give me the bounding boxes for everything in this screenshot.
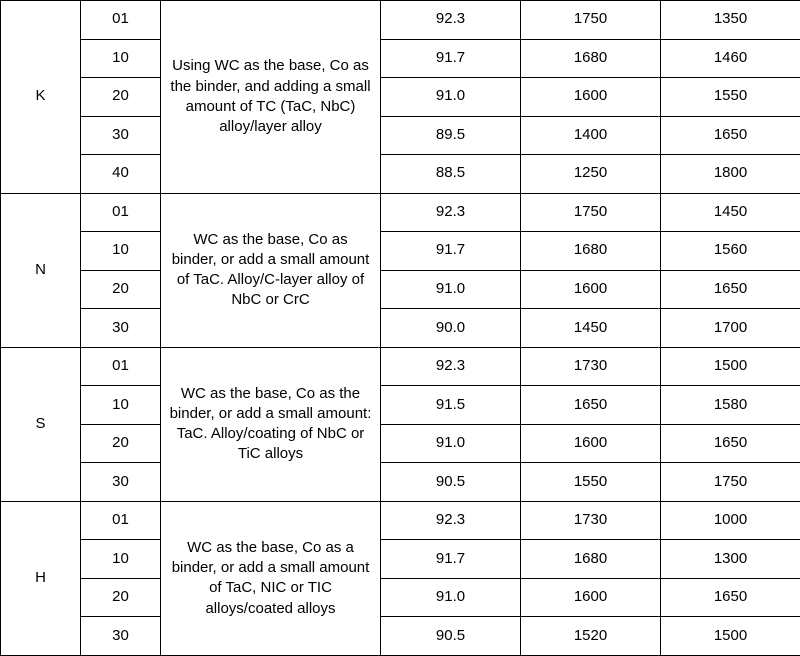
value-cell: 1580 [661,386,800,425]
value-cell: 1450 [521,309,661,348]
value-cell: 91.0 [381,424,521,463]
table-row: S 01 WC as the base, Co as the binder, o… [1,347,800,386]
table-row: 30 90.0 1450 1700 [1,309,800,348]
value-cell: 1000 [661,501,800,540]
value-cell: 1450 [661,193,800,232]
value-cell: 91.5 [381,386,521,425]
value-cell: 1700 [661,309,800,348]
value-cell: 90.0 [381,309,521,348]
value-cell: 1550 [521,463,661,502]
value-cell: 1650 [661,424,800,463]
value-cell: 1600 [521,578,661,617]
value-cell: 1600 [521,424,661,463]
value-cell: 1650 [521,386,661,425]
code-cell: 20 [81,424,161,463]
table-row: 30 90.5 1550 1750 [1,463,800,502]
code-cell: 30 [81,463,161,502]
description-cell: WC as the base, Co as a binder, or add a… [161,501,381,655]
code-cell: 10 [81,540,161,579]
value-cell: 1730 [521,347,661,386]
table-row: K 01 Using WC as the base, Co as the bin… [1,1,800,40]
group-label-cell: H [1,501,81,655]
table-row: 20 91.0 1600 1650 [1,424,800,463]
value-cell: 1650 [661,116,800,155]
code-cell: 01 [81,1,161,40]
value-cell: 1460 [661,39,800,78]
code-cell: 01 [81,193,161,232]
value-cell: 92.3 [381,193,521,232]
materials-table: K 01 Using WC as the base, Co as the bin… [0,0,800,656]
value-cell: 92.3 [381,1,521,40]
value-cell: 1680 [521,232,661,271]
code-cell: 30 [81,116,161,155]
table-row: 20 91.0 1600 1550 [1,78,800,117]
table-row: N 01 WC as the base, Co as binder, or ad… [1,193,800,232]
code-cell: 20 [81,270,161,309]
value-cell: 91.0 [381,578,521,617]
group-label-cell: S [1,347,81,501]
code-cell: 40 [81,155,161,194]
table-row: 20 91.0 1600 1650 [1,270,800,309]
table-row: H 01 WC as the base, Co as a binder, or … [1,501,800,540]
value-cell: 1750 [521,193,661,232]
code-cell: 30 [81,617,161,656]
table-body: K 01 Using WC as the base, Co as the bin… [1,1,800,656]
value-cell: 1550 [661,78,800,117]
table-row: 10 91.7 1680 1300 [1,540,800,579]
value-cell: 1500 [661,617,800,656]
table-row: 30 89.5 1400 1650 [1,116,800,155]
value-cell: 1800 [661,155,800,194]
value-cell: 89.5 [381,116,521,155]
code-cell: 01 [81,501,161,540]
value-cell: 90.5 [381,617,521,656]
table-row: 10 91.5 1650 1580 [1,386,800,425]
value-cell: 1560 [661,232,800,271]
code-cell: 10 [81,39,161,78]
value-cell: 1650 [661,270,800,309]
value-cell: 1750 [521,1,661,40]
value-cell: 1680 [521,540,661,579]
value-cell: 90.5 [381,463,521,502]
value-cell: 1400 [521,116,661,155]
value-cell: 91.7 [381,540,521,579]
value-cell: 1730 [521,501,661,540]
group-label-cell: N [1,193,81,347]
code-cell: 20 [81,78,161,117]
value-cell: 1350 [661,1,800,40]
value-cell: 92.3 [381,347,521,386]
materials-table-container: K 01 Using WC as the base, Co as the bin… [0,0,800,656]
code-cell: 30 [81,309,161,348]
value-cell: 1600 [521,270,661,309]
value-cell: 91.0 [381,78,521,117]
value-cell: 92.3 [381,501,521,540]
code-cell: 20 [81,578,161,617]
value-cell: 1500 [661,347,800,386]
value-cell: 1650 [661,578,800,617]
value-cell: 1680 [521,39,661,78]
table-row: 10 91.7 1680 1460 [1,39,800,78]
value-cell: 1600 [521,78,661,117]
table-row: 10 91.7 1680 1560 [1,232,800,271]
value-cell: 88.5 [381,155,521,194]
code-cell: 10 [81,232,161,271]
table-row: 20 91.0 1600 1650 [1,578,800,617]
value-cell: 1750 [661,463,800,502]
description-cell: WC as the base, Co as binder, or add a s… [161,193,381,347]
description-cell: Using WC as the base, Co as the binder, … [161,1,381,194]
value-cell: 91.0 [381,270,521,309]
value-cell: 1300 [661,540,800,579]
code-cell: 10 [81,386,161,425]
code-cell: 01 [81,347,161,386]
table-row: 40 88.5 1250 1800 [1,155,800,194]
value-cell: 1250 [521,155,661,194]
table-row: 30 90.5 1520 1500 [1,617,800,656]
value-cell: 1520 [521,617,661,656]
value-cell: 91.7 [381,39,521,78]
description-cell: WC as the base, Co as the binder, or add… [161,347,381,501]
value-cell: 91.7 [381,232,521,271]
group-label-cell: K [1,1,81,194]
